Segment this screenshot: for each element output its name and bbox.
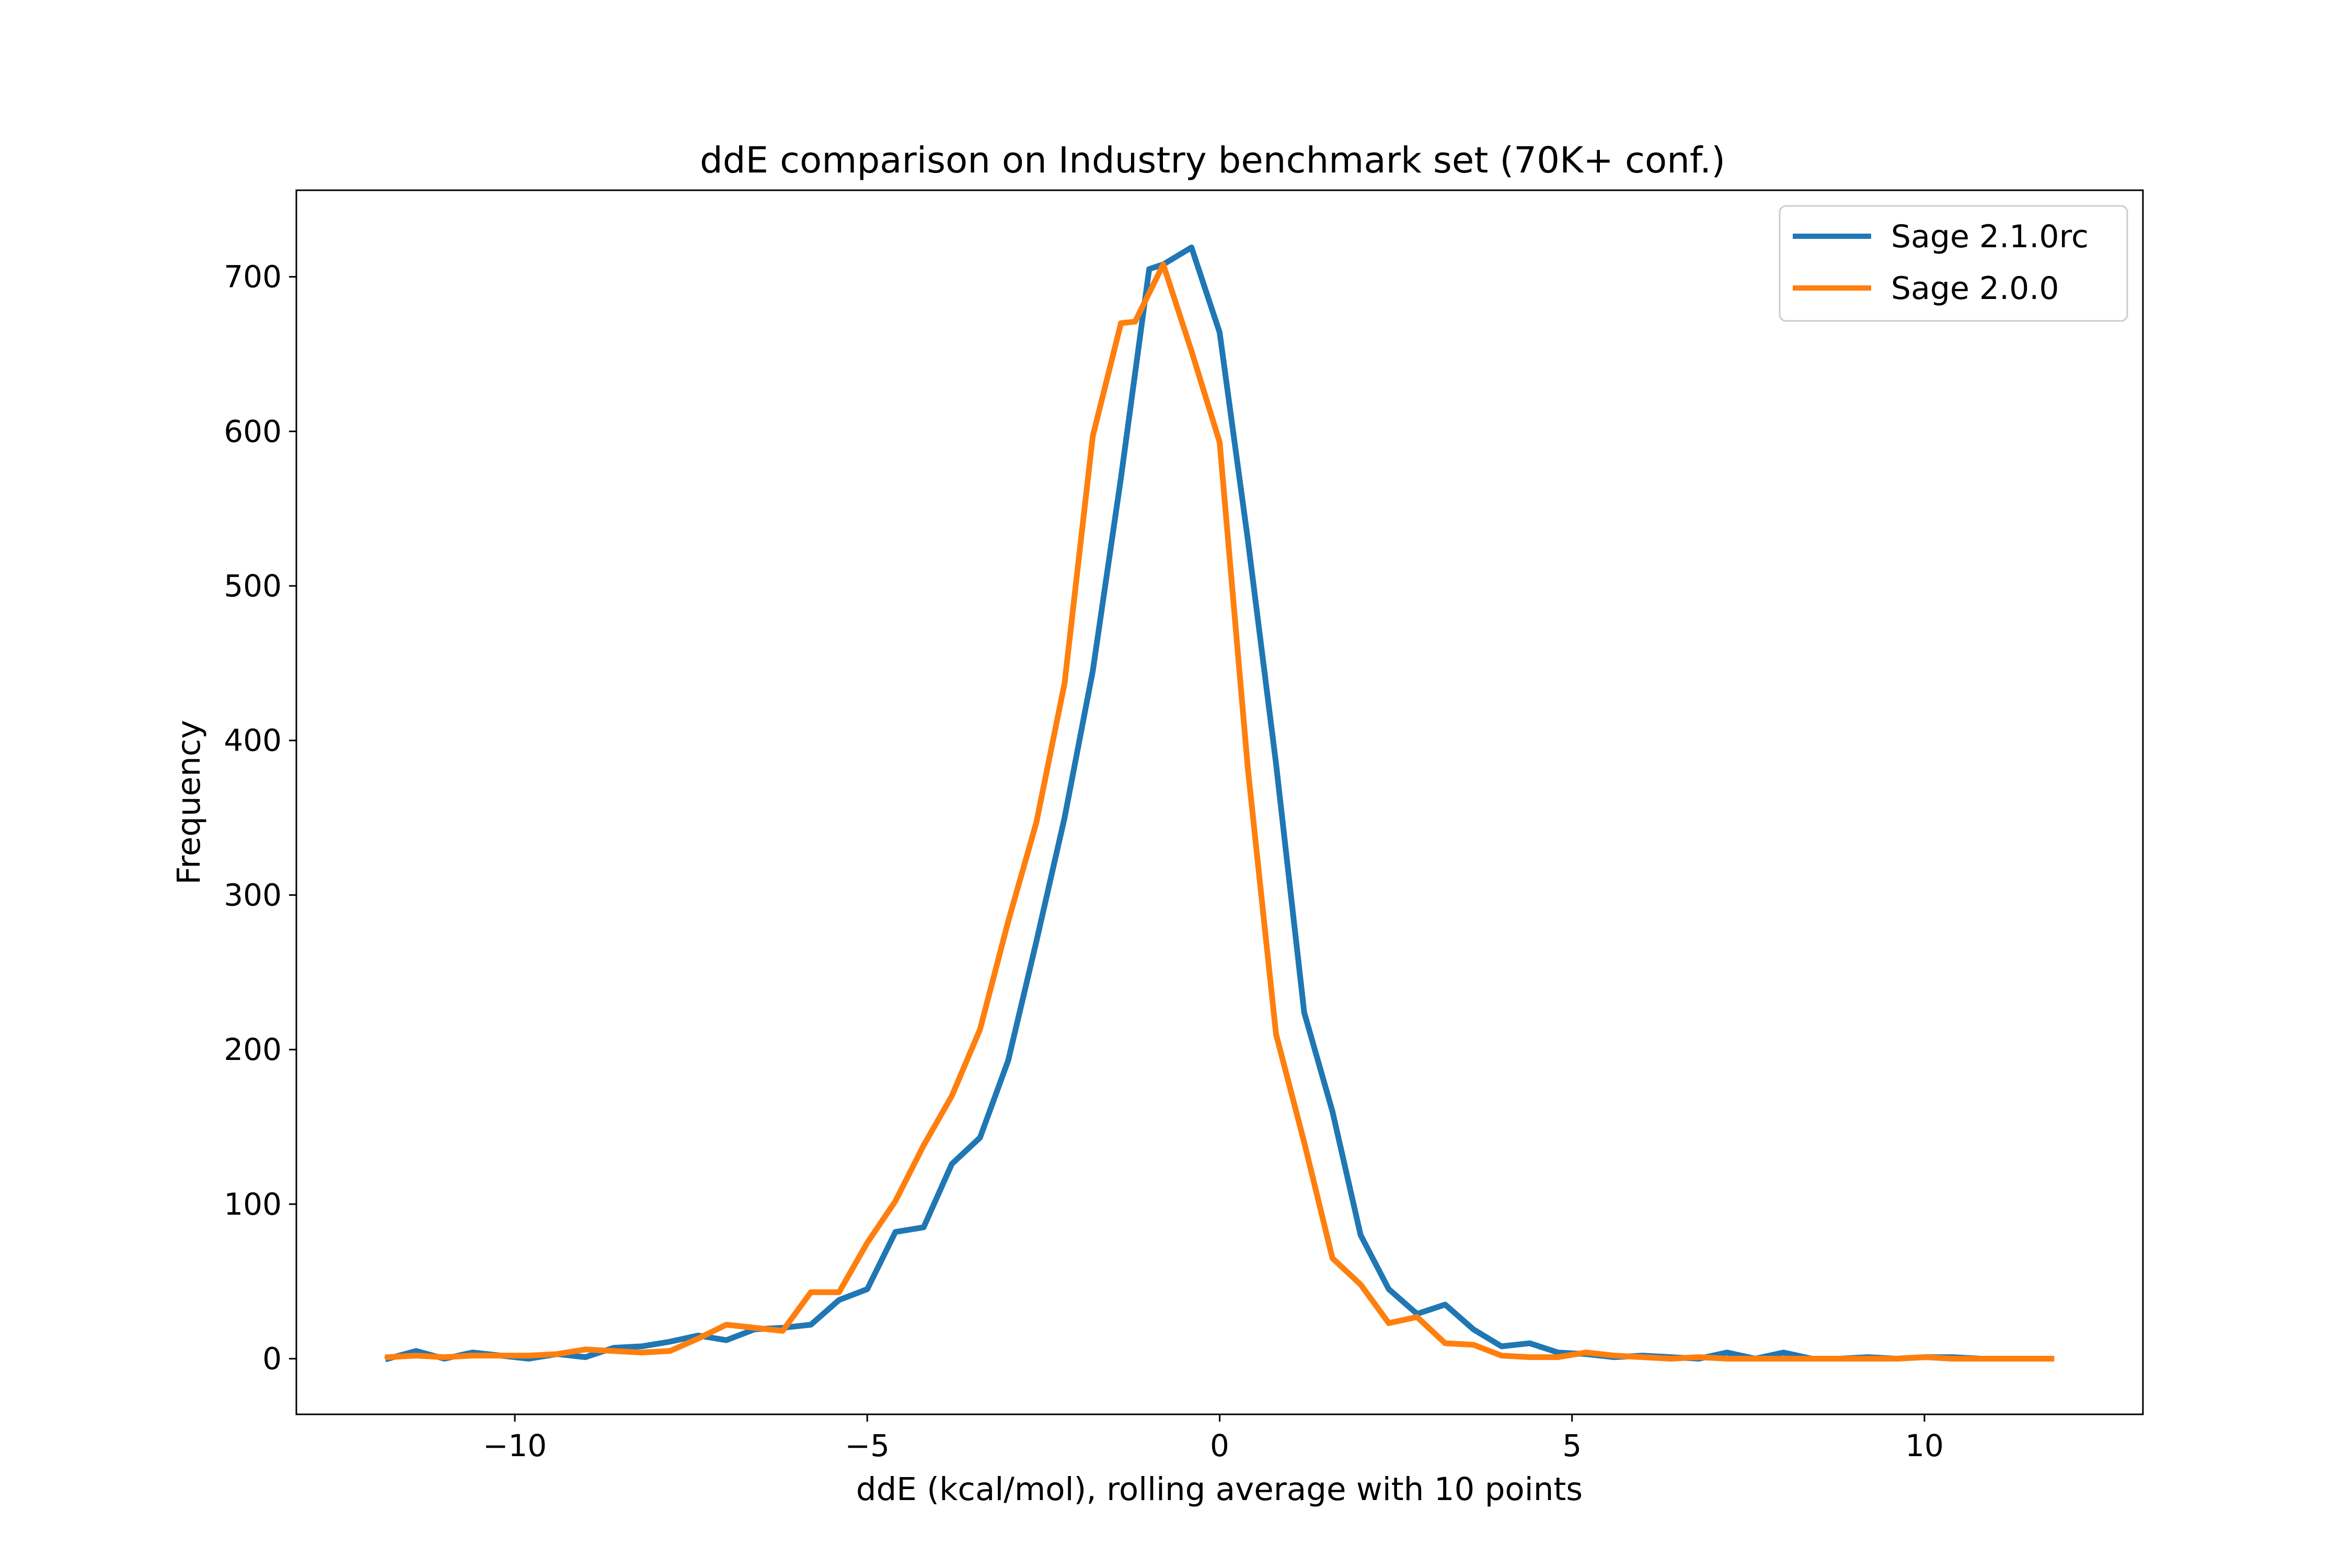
y-tick-label: 500	[224, 568, 282, 604]
legend: Sage 2.1.0rc Sage 2.0.0	[1779, 205, 2128, 322]
y-axis-label: Frequency	[170, 720, 207, 884]
y-tick-label: 100	[224, 1186, 282, 1222]
y-tick-label: 300	[224, 877, 282, 913]
plot-area: −10 −5 0 5 10 0 100 200 300 400 500 600 700	[224, 189, 2144, 1463]
y-tick-label: 600	[224, 413, 282, 449]
series-layer	[384, 244, 2055, 1363]
y-axis: 0 100 200 300 400 500 600 700	[224, 259, 296, 1377]
series-line-1	[385, 261, 2055, 1362]
x-axis-label: ddE (kcal/mol), rolling average with 10 …	[856, 1471, 1583, 1508]
y-tick-label: 200	[224, 1032, 282, 1067]
x-tick-label: 10	[1905, 1428, 1944, 1463]
x-tick-label: −10	[483, 1428, 547, 1463]
y-tick-label: 0	[262, 1341, 282, 1377]
x-tick-label: −5	[845, 1428, 890, 1463]
chart-title: ddE comparison on Industry benchmark set…	[700, 140, 1725, 181]
series-line-0	[384, 244, 2055, 1363]
plot-frame	[295, 189, 2144, 1415]
legend-label-sage-2-0-0: Sage 2.0.0	[1891, 270, 2059, 307]
x-axis: −10 −5 0 5 10	[483, 1414, 1944, 1463]
y-tick-label: 700	[224, 259, 282, 295]
legend-label-sage-2-1-0rc: Sage 2.1.0rc	[1891, 218, 2089, 255]
y-tick-label: 400	[224, 723, 282, 758]
x-tick-label: 0	[1210, 1428, 1229, 1463]
x-tick-label: 5	[1562, 1428, 1582, 1463]
